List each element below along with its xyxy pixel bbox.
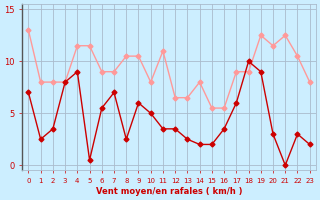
X-axis label: Vent moyen/en rafales ( km/h ): Vent moyen/en rafales ( km/h ) (96, 187, 242, 196)
